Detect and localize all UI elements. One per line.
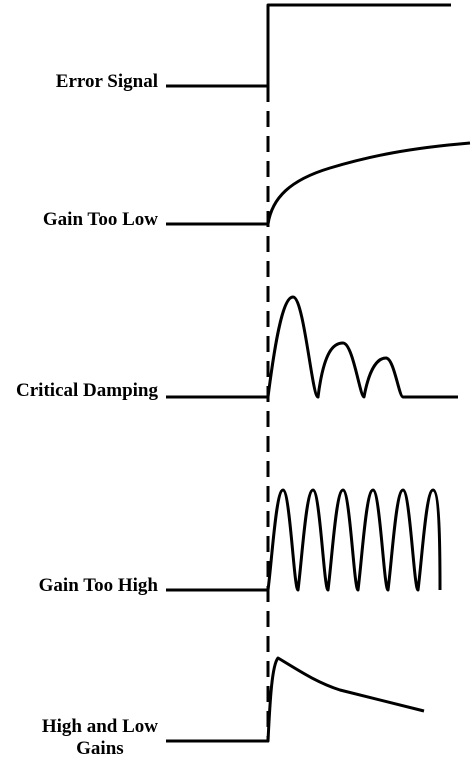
label-high-and-low-gains: High and Low Gains: [42, 716, 158, 760]
gain-too-low-curve: [166, 141, 471, 226]
label-high-and-low-line1: High and Low: [41, 716, 158, 737]
label-gain-too-low: Gain Too Low: [42, 209, 158, 230]
high-and-low-gains-curve: [166, 656, 425, 743]
label-high-and-low-line2: Gains: [76, 738, 124, 759]
label-gain-too-high: Gain Too High: [38, 575, 158, 596]
label-critical-damping: Critical Damping: [16, 380, 158, 401]
label-error-signal: Error Signal: [55, 71, 158, 92]
gain-too-high-curve: [166, 488, 442, 592]
error-signal-step-curve: [166, 3, 451, 88]
critical-damping-curve: [166, 295, 458, 399]
